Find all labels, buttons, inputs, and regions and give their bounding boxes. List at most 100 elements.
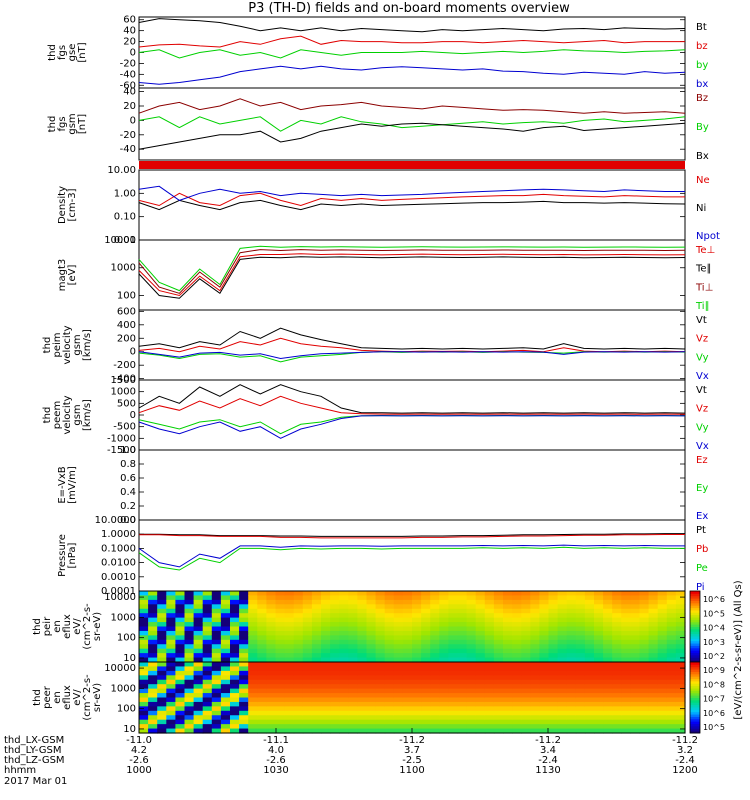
heatmap-cell: [384, 666, 395, 672]
heatmap-cell: [402, 688, 413, 694]
heatmap-cell: [594, 630, 604, 636]
heatmap-cell: [202, 719, 213, 725]
heatmap-cell: [184, 630, 195, 636]
heatmap-cell: [266, 657, 277, 663]
y-tick-label: 1.00: [114, 188, 136, 199]
heatmap-cell: [421, 599, 431, 605]
heatmap-cell: [430, 693, 440, 699]
heatmap-cell: [466, 648, 477, 654]
heatmap-cell: [384, 657, 395, 663]
heatmap-cell: [148, 617, 158, 623]
heatmap-cell: [439, 719, 449, 725]
heatmap-cell: [284, 599, 295, 605]
heatmap-cell: [275, 635, 286, 641]
heatmap-cell: [448, 626, 459, 632]
legend-Vx: Vx: [696, 371, 709, 382]
heatmap-cell: [657, 644, 668, 650]
heatmap-cell: [657, 591, 668, 597]
heatmap-cell: [202, 688, 213, 694]
heatmap-cell: [421, 706, 431, 712]
heatmap-cell: [539, 644, 550, 650]
heatmap-cell: [466, 653, 477, 659]
heatmap-cell: [248, 693, 258, 699]
heatmap-cell: [430, 613, 440, 619]
heatmap-cell: [220, 706, 231, 712]
heatmap-cell: [621, 622, 631, 628]
heatmap-cell: [248, 662, 258, 668]
heatmap-cell: [330, 604, 340, 610]
heatmap-cell: [330, 622, 340, 628]
heatmap-cell: [630, 719, 641, 725]
heatmap-cell: [321, 635, 331, 641]
heatmap-cell: [139, 675, 149, 681]
heatmap-cell: [248, 613, 258, 619]
y-tick-label: 0.1000: [101, 543, 136, 554]
heatmap-cell: [457, 648, 468, 654]
heatmap-cell: [284, 710, 295, 716]
heatmap-cell: [175, 697, 186, 703]
heatmap-cell: [539, 719, 550, 725]
heatmap-cell: [357, 599, 368, 605]
heatmap-cell: [284, 639, 295, 645]
heatmap-cell: [575, 630, 586, 636]
heatmap-cell: [412, 679, 422, 685]
heatmap-cell: [539, 608, 550, 614]
y-tick-label: 100: [117, 704, 136, 715]
heatmap-cell: [157, 626, 167, 632]
heatmap-cell: [293, 626, 304, 632]
heatmap-cell: [503, 679, 513, 685]
heatmap-cell: [584, 613, 595, 619]
heatmap-cell: [248, 595, 258, 601]
heatmap-cell: [603, 666, 613, 672]
colorbar-tick-label: 10^6: [703, 595, 725, 604]
heatmap-cell: [139, 657, 149, 663]
heatmap-cell: [157, 630, 167, 636]
heatmap-cell: [521, 639, 531, 645]
colorbar-segment: [690, 718, 700, 722]
heatmap-cell: [575, 648, 586, 654]
y-tick-label: 400: [117, 320, 136, 331]
heatmap-cell: [539, 706, 550, 712]
heatmap-cell: [675, 693, 686, 699]
heatmap-cell: [484, 662, 495, 668]
heatmap-cell: [448, 604, 459, 610]
heatmap-cell: [239, 626, 249, 632]
heatmap-cell: [475, 644, 486, 650]
heatmap-cell: [348, 613, 358, 619]
heatmap-cell: [202, 626, 213, 632]
heatmap-cell: [202, 630, 213, 636]
heatmap-cell: [412, 644, 422, 650]
heatmap-cell: [521, 657, 531, 663]
heatmap-cell: [366, 688, 377, 694]
heatmap-cell: [630, 684, 641, 690]
heatmap-cell: [257, 662, 267, 668]
legend-Vz: Vz: [696, 404, 708, 415]
y-axis-label: fgs: [57, 45, 68, 60]
heatmap-cell: [612, 648, 622, 654]
colorbar-label: [eV/(cm^2-s-sr-eV)] (All Qs): [733, 580, 744, 719]
heatmap-cell: [439, 724, 449, 730]
heatmap-cell: [284, 662, 295, 668]
heatmap-cell: [675, 644, 686, 650]
heatmap-cell: [266, 608, 277, 614]
y-axis-label: [nPa]: [67, 542, 78, 568]
heatmap-cell: [557, 715, 568, 721]
colorbar-segment: [690, 688, 700, 691]
heatmap-cell: [666, 697, 677, 703]
heatmap-cell: [566, 701, 577, 707]
heatmap-cell: [639, 710, 650, 716]
heatmap-cell: [630, 617, 641, 623]
heatmap-cell: [157, 617, 167, 623]
x-tick-label: -2.4: [538, 755, 558, 766]
heatmap-cell: [430, 724, 440, 730]
heatmap-cell: [266, 622, 277, 628]
y-tick-label: -200: [113, 360, 136, 371]
heatmap-cell: [539, 670, 550, 676]
heatmap-cell: [584, 604, 595, 610]
heatmap-cell: [330, 630, 340, 636]
heatmap-cell: [439, 639, 449, 645]
heatmap-cell: [548, 630, 559, 636]
heatmap-cell: [211, 599, 222, 605]
